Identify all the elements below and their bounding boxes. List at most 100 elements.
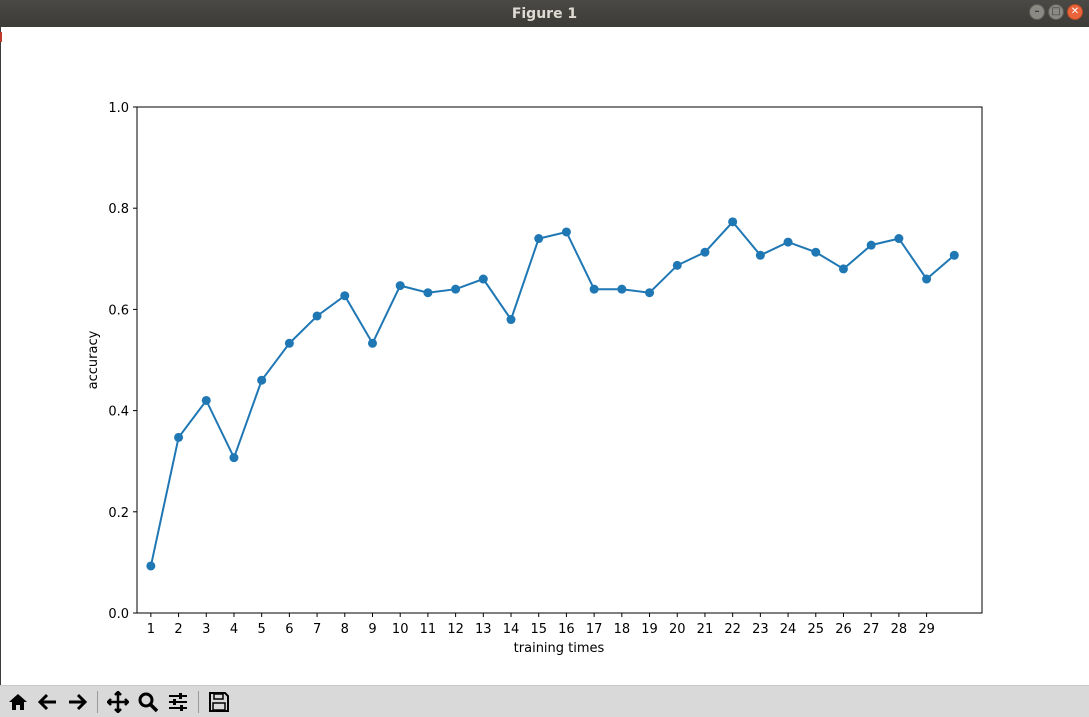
data-point (949, 250, 959, 260)
window-controls: – □ ✕ (1029, 4, 1083, 20)
x-tick-label: 6 (285, 622, 293, 637)
x-tick-label: 7 (313, 622, 321, 637)
plot-area (136, 106, 983, 614)
x-tick-label: 26 (835, 622, 852, 637)
data-point (672, 260, 682, 270)
floppy-disk-icon (209, 692, 229, 712)
home-icon (9, 694, 27, 710)
figure-canvas[interactable]: 0.0 0.2 0.4 0.6 0.8 1.0 1 2 3 4 5 6 7 8 9 10 11 12 13 14 15… (0, 27, 1089, 685)
x-tick-label: 27 (863, 622, 880, 637)
line-chart: 0.00.20.40.60.81.0 1 2 3 4 5 6 7 8 9 10 11 12 13 14 15… (86, 101, 983, 656)
zoom-button[interactable] (135, 689, 161, 715)
data-point (534, 234, 544, 244)
data-point (838, 264, 848, 274)
window-left-border (0, 27, 1, 685)
toolbar-separator (198, 691, 199, 713)
data-point (506, 315, 516, 325)
y-tick-label: 0.6 (108, 303, 129, 318)
data-point (201, 395, 211, 405)
back-button[interactable] (35, 689, 61, 715)
magnifier-icon (138, 692, 159, 713)
forward-button[interactable] (64, 689, 90, 715)
x-tick-label: 13 (475, 622, 492, 637)
x-tick-label: 18 (614, 622, 631, 637)
sliders-icon (169, 693, 187, 711)
y-tick-label: 0.2 (108, 506, 129, 521)
x-tick-label: 12 (447, 622, 464, 637)
data-point (146, 561, 156, 571)
x-tick-label: 9 (368, 622, 376, 637)
x-tick-label: 19 (641, 622, 658, 637)
navigation-toolbar (0, 685, 1089, 717)
data-point (783, 237, 793, 247)
data-point (284, 338, 294, 348)
x-tick-label: 4 (230, 622, 238, 637)
home-button[interactable] (5, 689, 31, 715)
x-tick-label: 17 (586, 622, 603, 637)
y-tick-label: 0.0 (108, 607, 129, 622)
data-point (395, 281, 405, 291)
y-tick-label: 0.8 (108, 202, 129, 217)
data-point (645, 288, 655, 298)
data-point (589, 284, 599, 294)
x-tick-label: 11 (420, 622, 437, 637)
x-tick-label: 23 (752, 622, 769, 637)
save-button[interactable] (206, 689, 232, 715)
x-tick-label: 25 (807, 622, 824, 637)
window-title: Figure 1 (511, 5, 578, 22)
maximize-button[interactable]: □ (1048, 4, 1064, 20)
data-point (174, 432, 184, 442)
close-button[interactable]: ✕ (1067, 4, 1083, 20)
data-point (922, 274, 932, 284)
x-tick-label: 22 (724, 622, 741, 637)
close-icon: ✕ (1070, 6, 1080, 17)
data-point (894, 234, 904, 244)
x-tick-label: 14 (503, 622, 520, 637)
data-point (700, 247, 710, 257)
x-tick-label: 16 (558, 622, 575, 637)
data-point (755, 250, 765, 260)
minimize-icon: – (1034, 6, 1040, 17)
window-edge-marker (0, 32, 2, 42)
x-tick-label: 8 (341, 622, 349, 637)
x-tick-label: 1 (147, 622, 155, 637)
accuracy-series-line (149, 220, 955, 567)
x-tick-label: 29 (918, 622, 935, 637)
x-tick-label: 15 (530, 622, 547, 637)
arrow-left-icon (37, 693, 56, 711)
minimize-button[interactable]: – (1029, 4, 1045, 20)
maximize-icon: □ (1051, 6, 1061, 17)
x-tick-label: 21 (697, 622, 714, 637)
x-tick-label: 28 (891, 622, 908, 637)
accuracy-series-points (146, 217, 959, 571)
move-icon (107, 691, 129, 713)
data-point (229, 453, 239, 463)
x-tick-label: 10 (392, 622, 409, 637)
data-point (312, 311, 322, 321)
x-tick-label: 20 (669, 622, 686, 637)
x-axis: 1 2 3 4 5 6 7 8 9 10 11 12 13 14 15 16 17 18 19 20 21 22 23 24 2… (147, 613, 935, 637)
data-point (811, 247, 821, 257)
subplots-button[interactable] (165, 689, 191, 715)
x-tick-label: 24 (780, 622, 797, 637)
data-point (728, 217, 738, 227)
y-axis-label: accuracy (86, 330, 101, 389)
data-point (561, 227, 571, 237)
window-titlebar: Figure 1 – □ ✕ (0, 0, 1089, 27)
x-tick-label: 2 (174, 622, 182, 637)
y-tick-label: 0.4 (108, 405, 129, 420)
x-tick-label: 3 (202, 622, 210, 637)
y-axis: 0.0 0.2 0.4 0.6 0.8 1.0 (108, 101, 137, 622)
x-axis-label: training times (514, 641, 605, 656)
data-point (257, 375, 267, 385)
data-point (367, 338, 377, 348)
pan-button[interactable] (105, 689, 131, 715)
toolbar-separator (97, 691, 98, 713)
data-point (451, 284, 461, 294)
data-point (423, 288, 433, 298)
y-tick-label: 1.0 (108, 101, 129, 116)
data-point (478, 274, 488, 284)
data-point (866, 240, 876, 250)
data-point (340, 291, 350, 301)
arrow-right-icon (69, 693, 88, 711)
